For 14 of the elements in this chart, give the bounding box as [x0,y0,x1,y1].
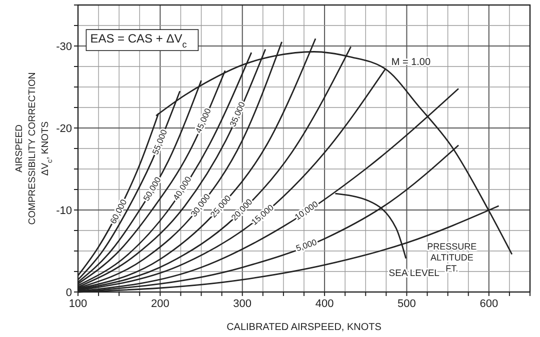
series-label: SEA LEVEL [388,268,440,279]
x-axis-title: CALIBRATED AIRSPEED, KNOTS [226,322,382,333]
x-tick-label: 600 [480,298,498,310]
y-tick-label: -20 [56,123,72,135]
x-tick-label: 300 [233,298,252,310]
x-tick-label: 400 [315,298,334,310]
y-tick-label: -30 [56,41,72,53]
x-tick-label: 500 [398,298,416,310]
x-tick-label: 100 [68,298,88,310]
y-tick-label: -10 [56,205,72,217]
annotation: EAS = CAS + ΔV$_{c}$ [90,32,188,50]
x-tick-label: 200 [151,298,170,310]
y-tick-label: 0 [66,287,72,299]
text: 5,000 [294,236,318,254]
